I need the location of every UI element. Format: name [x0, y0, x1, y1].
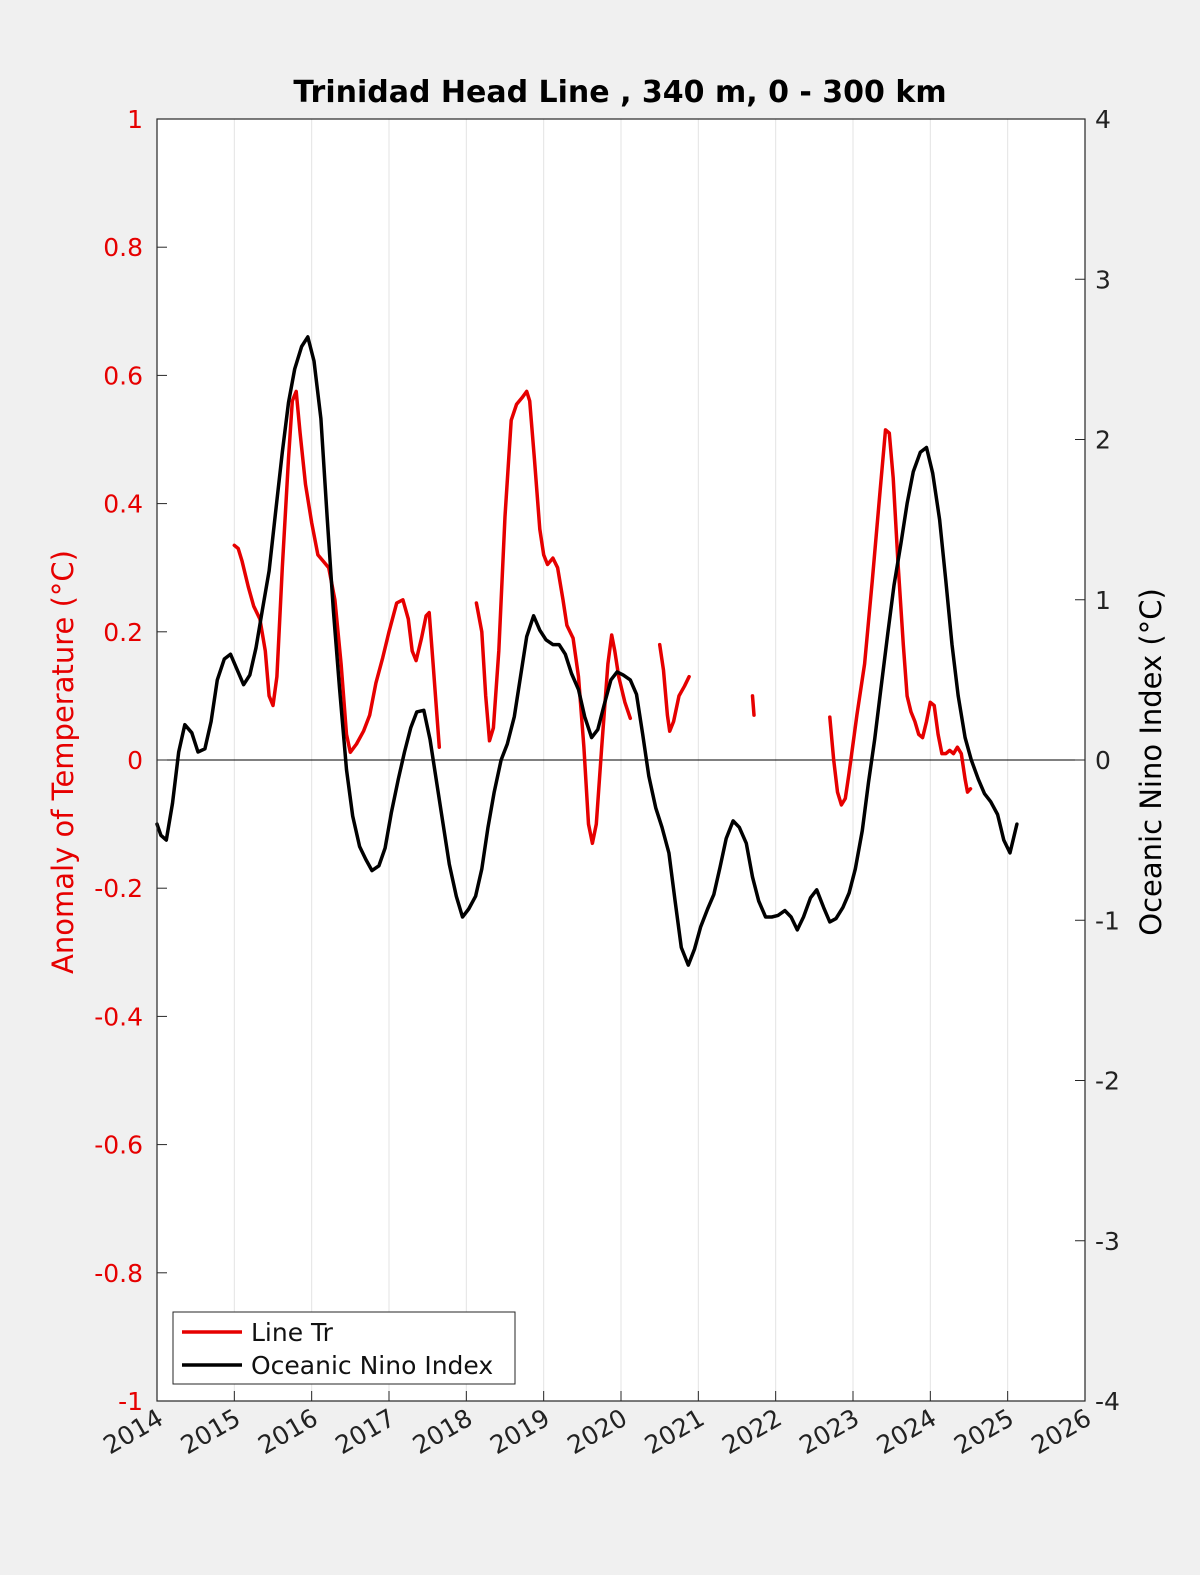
y-tick-label-right: -4: [1095, 1387, 1120, 1416]
y-tick-label-left: 0.6: [103, 361, 143, 390]
x-tick-label: 2025: [949, 1403, 1019, 1460]
series-group: [155, 335, 1019, 967]
y-tick-label-right: 1: [1095, 586, 1111, 615]
y-tick-label-right: -3: [1095, 1227, 1120, 1256]
x-tick-label: 2022: [717, 1403, 787, 1460]
y-tick-label-left: 0: [127, 746, 143, 775]
series-line-tr: [232, 389, 442, 755]
x-tick-label: 2023: [794, 1403, 864, 1460]
y-axis-label-left: Anomaly of Temperature (°C): [46, 550, 80, 974]
right-axis: 4 3 2 1 0 -1 -2 -3 -4: [1075, 105, 1120, 1416]
legend: Line Tr Oceanic Nino Index: [172, 1311, 516, 1385]
x-tick-label: 2026: [1026, 1403, 1096, 1460]
x-tick-label: 2019: [485, 1403, 555, 1460]
y-tick-label-left: -0.2: [94, 874, 143, 903]
legend-label-line-tr: Line Tr: [251, 1318, 334, 1347]
y-tick-label-left: -0.6: [94, 1131, 143, 1160]
y-axis-label-right: Oceanic Nino Index (°C): [1134, 588, 1168, 936]
y-tick-label-right: 0: [1095, 746, 1111, 775]
y-tick-label-right: -2: [1095, 1067, 1120, 1096]
series-line-tr: [657, 642, 691, 733]
x-tick-label: 2016: [253, 1403, 323, 1460]
x-tick-label: 2018: [408, 1403, 478, 1460]
y-tick-label-left: -0.8: [94, 1259, 143, 1288]
x-tick-label: 2020: [562, 1403, 632, 1460]
y-tick-label-left: 0.4: [103, 490, 143, 519]
y-tick-label-left: 0.2: [103, 618, 143, 647]
x-tick-label: 2021: [640, 1403, 710, 1460]
y-tick-label-right: 3: [1095, 265, 1111, 294]
series-oni: [155, 335, 1019, 967]
x-tick-label: 2015: [176, 1403, 246, 1460]
legend-label-oni: Oceanic Nino Index: [251, 1351, 493, 1380]
series-line-tr: [828, 428, 973, 807]
series-line-tr: [750, 694, 756, 717]
left-axis: 1 0.8 0.6 0.4 0.2 0 -0.2 -0.4 -0.6 -0.8 -1: [94, 105, 167, 1416]
y-tick-label-right: 4: [1095, 105, 1111, 134]
y-tick-label-right: 2: [1095, 426, 1111, 455]
y-tick-label-left: 0.8: [103, 233, 143, 262]
y-tick-label-left: 1: [127, 105, 143, 134]
y-tick-label-left: -1: [118, 1387, 143, 1416]
y-tick-label-right: -1: [1095, 906, 1120, 935]
x-tick-label: 2017: [330, 1403, 400, 1460]
series-line-tr: [474, 389, 633, 846]
legend-box: [172, 1311, 516, 1385]
x-tick-label: 2024: [872, 1403, 942, 1460]
y-tick-label-left: -0.4: [94, 1002, 143, 1031]
chart-title: Trinidad Head Line , 340 m, 0 - 300 km: [293, 75, 946, 110]
